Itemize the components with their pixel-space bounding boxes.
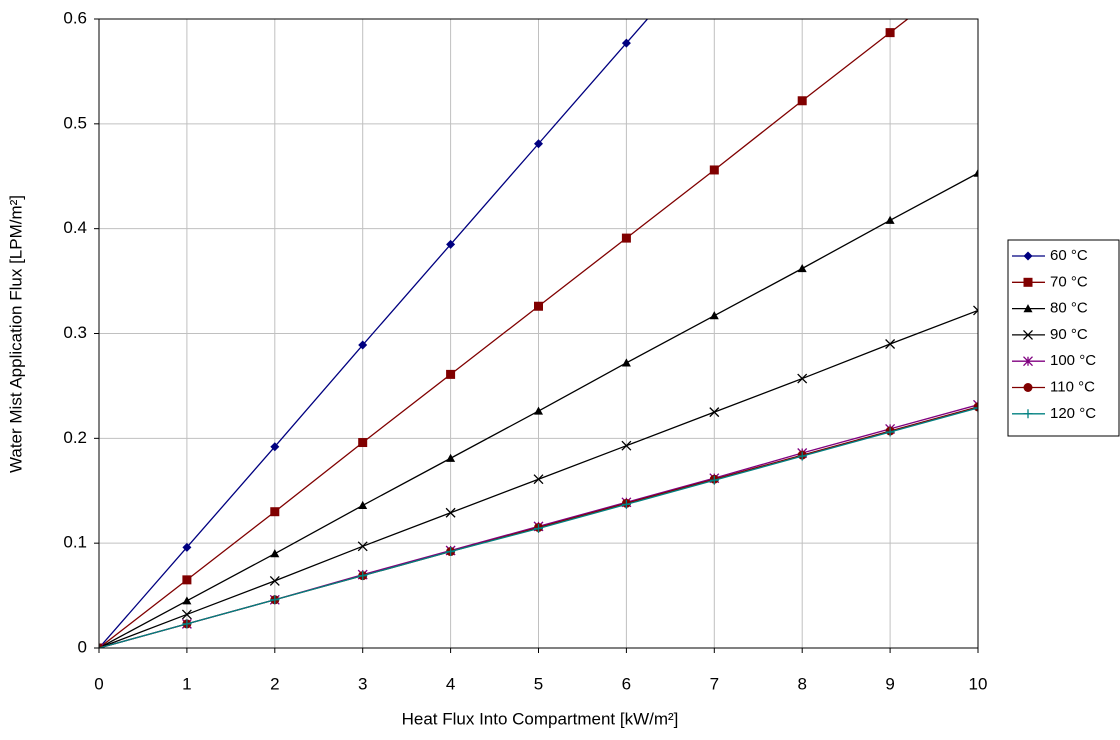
marker: [358, 340, 368, 350]
x-tick-label: 5: [534, 674, 543, 693]
legend-label: 90 °C: [1050, 326, 1088, 343]
marker: [1023, 409, 1033, 419]
marker: [534, 406, 543, 415]
marker: [973, 168, 978, 177]
x-axis-title: Heat Flux Into Compartment [kW/m²]: [402, 709, 679, 728]
marker: [1023, 329, 1033, 340]
marker: [534, 523, 543, 533]
x-tick-label: 1: [182, 674, 191, 693]
marker: [621, 38, 631, 48]
x-tick-label: 10: [969, 674, 988, 693]
marker: [621, 233, 631, 243]
marker: [181, 609, 192, 620]
marker: [182, 596, 192, 605]
marker: [182, 542, 192, 552]
y-axis-title: Water Mist Application Flux [LPM/m²]: [6, 195, 25, 473]
marker: [973, 403, 978, 413]
marker: [269, 575, 280, 586]
marker: [357, 541, 368, 552]
y-tick-label: 0.3: [63, 323, 87, 342]
legend-label: 120 °C: [1050, 405, 1096, 422]
marker: [446, 239, 456, 249]
legend-label: 70 °C: [1050, 273, 1088, 290]
marker: [885, 215, 895, 224]
marker: [270, 549, 280, 558]
marker: [709, 407, 720, 418]
marker: [358, 438, 368, 448]
marker: [621, 499, 631, 509]
marker: [709, 311, 719, 320]
marker: [885, 28, 895, 38]
marker: [534, 301, 543, 311]
x-tick-label: 0: [94, 674, 103, 693]
marker: [621, 440, 632, 451]
y-tick-label: 0.1: [63, 533, 87, 552]
y-tick-label: 0: [78, 637, 87, 656]
legend-label: 110 °C: [1050, 378, 1095, 395]
marker: [1023, 277, 1033, 287]
x-tick-label: 9: [885, 674, 894, 693]
marker: [709, 475, 719, 485]
marker: [621, 358, 631, 367]
marker: [446, 369, 456, 379]
marker: [534, 139, 543, 149]
marker: [270, 442, 280, 452]
marker: [533, 474, 544, 485]
marker: [973, 305, 978, 316]
x-tick-label: 6: [622, 674, 631, 693]
x-tick-label: 7: [710, 674, 719, 693]
y-tick-label: 0.5: [63, 113, 87, 132]
marker: [1023, 304, 1033, 313]
series-line: [99, 19, 649, 648]
marker: [1023, 383, 1033, 392]
marker: [446, 453, 456, 462]
marker: [270, 595, 280, 605]
x-tick-label: 2: [270, 674, 279, 693]
marker: [797, 373, 808, 384]
marker: [1023, 251, 1033, 261]
marker: [885, 427, 895, 437]
legend-label: 60 °C: [1050, 247, 1088, 264]
marker: [182, 575, 192, 585]
marker: [797, 96, 807, 106]
marker: [797, 451, 807, 461]
marker: [270, 507, 280, 517]
legend-label: 80 °C: [1050, 300, 1088, 317]
marker: [446, 547, 456, 557]
marker: [358, 500, 368, 510]
y-tick-label: 0.6: [63, 8, 87, 27]
marker: [1023, 356, 1033, 367]
marker: [182, 619, 192, 629]
y-tick-label: 0.2: [63, 428, 87, 447]
legend-box: [1007, 239, 1120, 437]
y-tick-label: 0.4: [63, 218, 87, 237]
x-tick-label: 4: [446, 674, 455, 693]
marker: [885, 339, 896, 349]
marker: [709, 165, 719, 175]
x-tick-label: 8: [797, 674, 806, 693]
marker: [445, 507, 456, 518]
legend-label: 100 °C: [1050, 352, 1096, 369]
x-tick-label: 3: [358, 674, 367, 693]
plot-border: [98, 18, 979, 649]
marker: [797, 264, 807, 273]
marker: [358, 571, 368, 581]
